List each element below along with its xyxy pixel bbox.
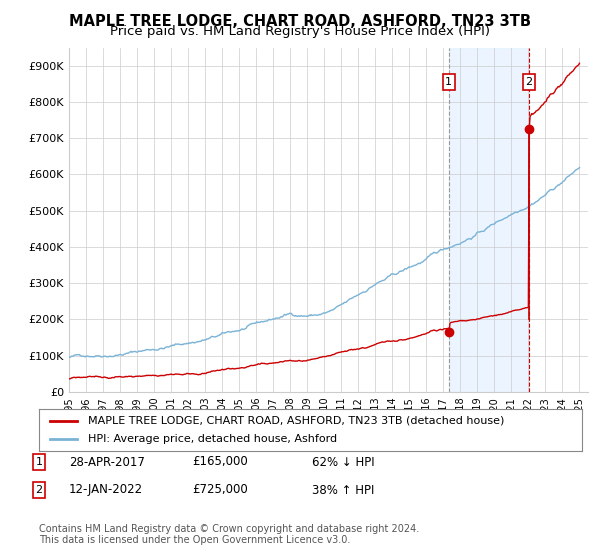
Text: 2: 2: [526, 77, 533, 87]
Bar: [449, 48, 529, 392]
Text: Price paid vs. HM Land Registry's House Price Index (HPI): Price paid vs. HM Land Registry's House …: [110, 25, 490, 38]
Text: 28-APR-2017: 28-APR-2017: [69, 455, 145, 469]
Text: MAPLE TREE LODGE, CHART ROAD, ASHFORD, TN23 3TB (detached house): MAPLE TREE LODGE, CHART ROAD, ASHFORD, T…: [88, 416, 504, 426]
Text: 62% ↓ HPI: 62% ↓ HPI: [312, 455, 374, 469]
Text: HPI: Average price, detached house, Ashford: HPI: Average price, detached house, Ashf…: [88, 434, 337, 444]
Text: MAPLE TREE LODGE, CHART ROAD, ASHFORD, TN23 3TB: MAPLE TREE LODGE, CHART ROAD, ASHFORD, T…: [69, 14, 531, 29]
Text: 1: 1: [35, 457, 43, 467]
Text: 38% ↑ HPI: 38% ↑ HPI: [312, 483, 374, 497]
Text: 12-JAN-2022: 12-JAN-2022: [69, 483, 143, 497]
Text: £165,000: £165,000: [192, 455, 248, 469]
Text: £725,000: £725,000: [192, 483, 248, 497]
Text: 1: 1: [445, 77, 452, 87]
Text: 2: 2: [35, 485, 43, 495]
Text: Contains HM Land Registry data © Crown copyright and database right 2024.
This d: Contains HM Land Registry data © Crown c…: [39, 524, 419, 545]
